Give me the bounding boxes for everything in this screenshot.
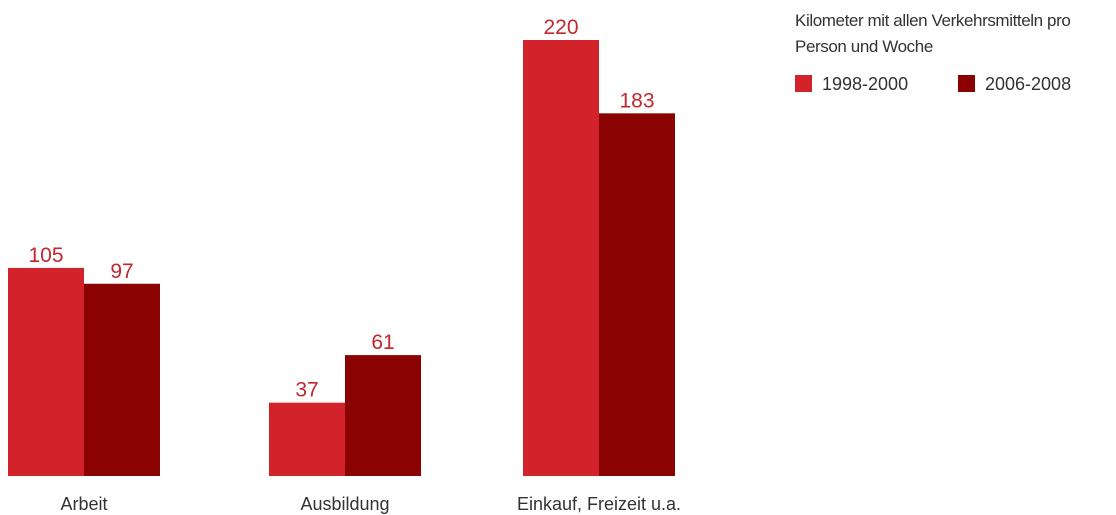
legend-title: Kilometer mit allen Verkehrsmitteln pro … (795, 11, 1071, 56)
bar (599, 113, 675, 476)
bar (523, 40, 599, 476)
legend-swatch (795, 75, 812, 92)
data-label: 37 (295, 379, 318, 402)
bar (84, 283, 160, 476)
bar (269, 402, 345, 476)
legend-swatch (958, 75, 975, 92)
data-label: 183 (619, 89, 654, 112)
data-label: 97 (110, 260, 133, 283)
data-label: 105 (28, 244, 63, 267)
bar (345, 355, 421, 476)
bar (8, 267, 84, 476)
data-label: 61 (371, 331, 394, 354)
legend-label: 2006-2008 (985, 74, 1071, 94)
x-tick-label: Ausbildung (300, 494, 389, 514)
data-label: 220 (543, 16, 578, 39)
x-tick-label: Einkauf, Freizeit u.a. (517, 494, 681, 514)
x-tick-label: Arbeit (60, 494, 107, 514)
legend-label: 1998-2000 (822, 74, 908, 94)
